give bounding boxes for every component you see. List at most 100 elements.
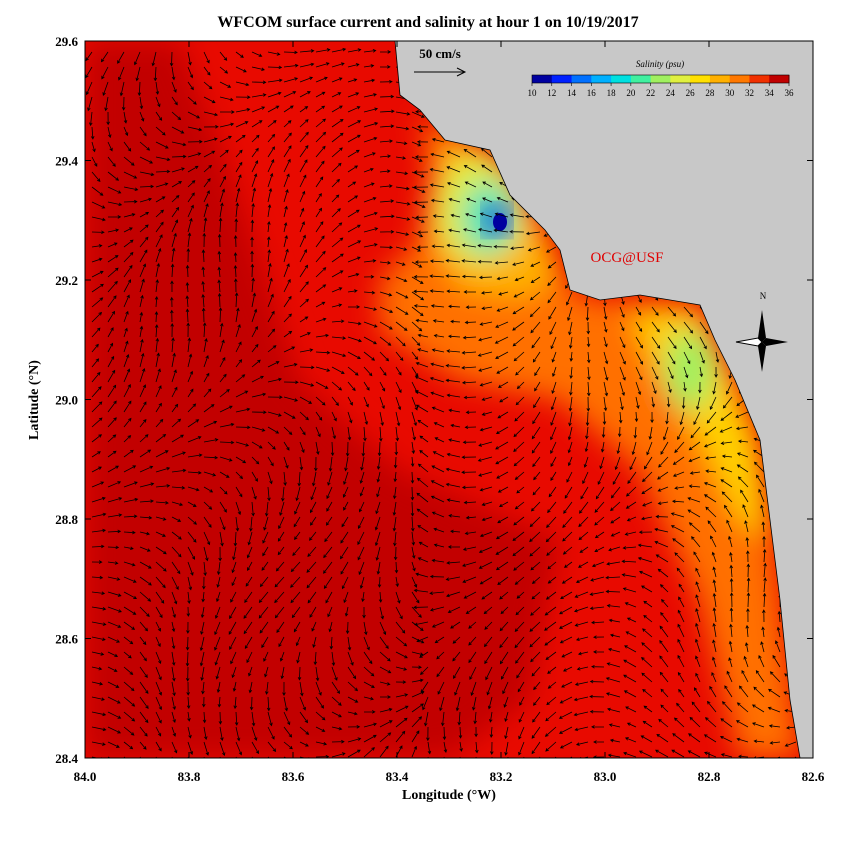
current-arrow <box>347 134 361 143</box>
current-arrow <box>446 243 461 248</box>
current-arrow <box>229 636 237 651</box>
current-arrow <box>219 51 228 61</box>
current-arrow <box>363 275 375 279</box>
current-arrow <box>547 501 557 514</box>
current-arrow <box>498 501 509 507</box>
current-arrow <box>446 289 461 294</box>
current-arrow <box>219 389 230 398</box>
current-arrow <box>395 201 411 206</box>
current-arrow <box>498 291 509 296</box>
current-arrow <box>482 197 493 203</box>
current-arrow <box>565 291 573 306</box>
current-arrow <box>531 576 541 584</box>
current-arrow <box>561 651 573 658</box>
current-arrow <box>394 561 399 574</box>
current-arrow <box>123 651 132 659</box>
current-arrow <box>477 351 493 357</box>
current-arrow <box>518 726 525 740</box>
current-arrow <box>699 336 707 350</box>
current-arrow <box>155 234 163 248</box>
current-arrow <box>585 306 590 322</box>
current-arrow <box>139 621 149 632</box>
current-arrow <box>331 194 340 203</box>
current-arrow <box>531 426 541 440</box>
current-arrow <box>468 651 477 664</box>
current-arrow <box>478 441 493 447</box>
current-arrow <box>107 545 120 550</box>
current-arrow <box>251 187 257 203</box>
current-arrow <box>393 456 398 469</box>
current-arrow <box>395 381 402 394</box>
current-arrow <box>450 621 461 629</box>
current-arrow <box>519 696 525 706</box>
current-arrow <box>91 481 105 488</box>
current-arrow <box>458 726 463 739</box>
current-arrow <box>154 311 159 323</box>
current-arrow <box>216 681 221 693</box>
current-arrow <box>171 232 177 248</box>
current-arrow <box>445 258 461 263</box>
current-arrow <box>107 513 123 518</box>
current-arrow <box>470 681 477 696</box>
colorbar-swatch <box>709 75 731 83</box>
current-arrow <box>187 165 199 173</box>
current-arrow <box>431 137 445 143</box>
current-arrow <box>155 96 161 108</box>
current-arrow <box>641 585 653 593</box>
current-arrow <box>394 441 399 456</box>
current-arrow <box>689 716 701 728</box>
current-arrow <box>363 64 375 68</box>
current-arrow <box>698 381 702 394</box>
current-arrow <box>481 164 493 173</box>
x-tick-label: 83.2 <box>490 769 513 784</box>
current-arrow <box>667 366 674 380</box>
current-arrow <box>250 219 255 233</box>
current-arrow <box>417 348 429 353</box>
current-arrow <box>331 711 342 718</box>
current-arrow <box>590 576 605 582</box>
current-arrow <box>737 476 749 488</box>
current-arrow <box>139 576 152 586</box>
current-arrow <box>299 91 311 98</box>
current-arrow <box>395 141 408 146</box>
current-arrow <box>299 426 306 436</box>
current-arrow <box>347 63 360 68</box>
current-arrow <box>635 321 643 333</box>
current-arrow <box>504 726 509 740</box>
current-arrow <box>712 566 717 578</box>
current-arrow <box>729 564 734 578</box>
current-arrow <box>363 78 376 83</box>
current-arrow <box>363 243 378 248</box>
current-arrow <box>219 81 232 88</box>
current-arrow <box>703 482 717 488</box>
current-arrow <box>688 456 701 463</box>
current-arrow <box>171 486 186 490</box>
current-arrow <box>219 96 234 102</box>
current-arrow <box>107 591 122 597</box>
current-arrow <box>299 741 309 747</box>
current-arrow <box>479 486 493 492</box>
current-arrow <box>635 396 640 409</box>
current-arrow <box>429 274 445 278</box>
current-arrow <box>563 666 573 672</box>
current-arrow <box>214 621 221 636</box>
current-arrow <box>629 456 637 471</box>
current-arrow <box>307 591 317 604</box>
current-arrow <box>347 426 352 441</box>
current-arrow <box>299 76 314 83</box>
current-arrow <box>577 561 589 568</box>
current-arrow <box>448 304 461 309</box>
current-arrow <box>155 433 167 443</box>
current-arrow <box>453 666 461 680</box>
current-arrow <box>251 726 258 742</box>
current-arrow <box>91 496 106 503</box>
current-arrow <box>91 696 105 701</box>
current-arrow <box>446 561 461 565</box>
current-arrow <box>171 451 186 458</box>
current-arrow <box>203 66 211 76</box>
current-arrow <box>648 426 653 440</box>
current-arrow <box>186 606 191 617</box>
current-arrow <box>203 516 212 528</box>
current-arrow <box>411 336 421 346</box>
current-arrow <box>763 577 767 593</box>
